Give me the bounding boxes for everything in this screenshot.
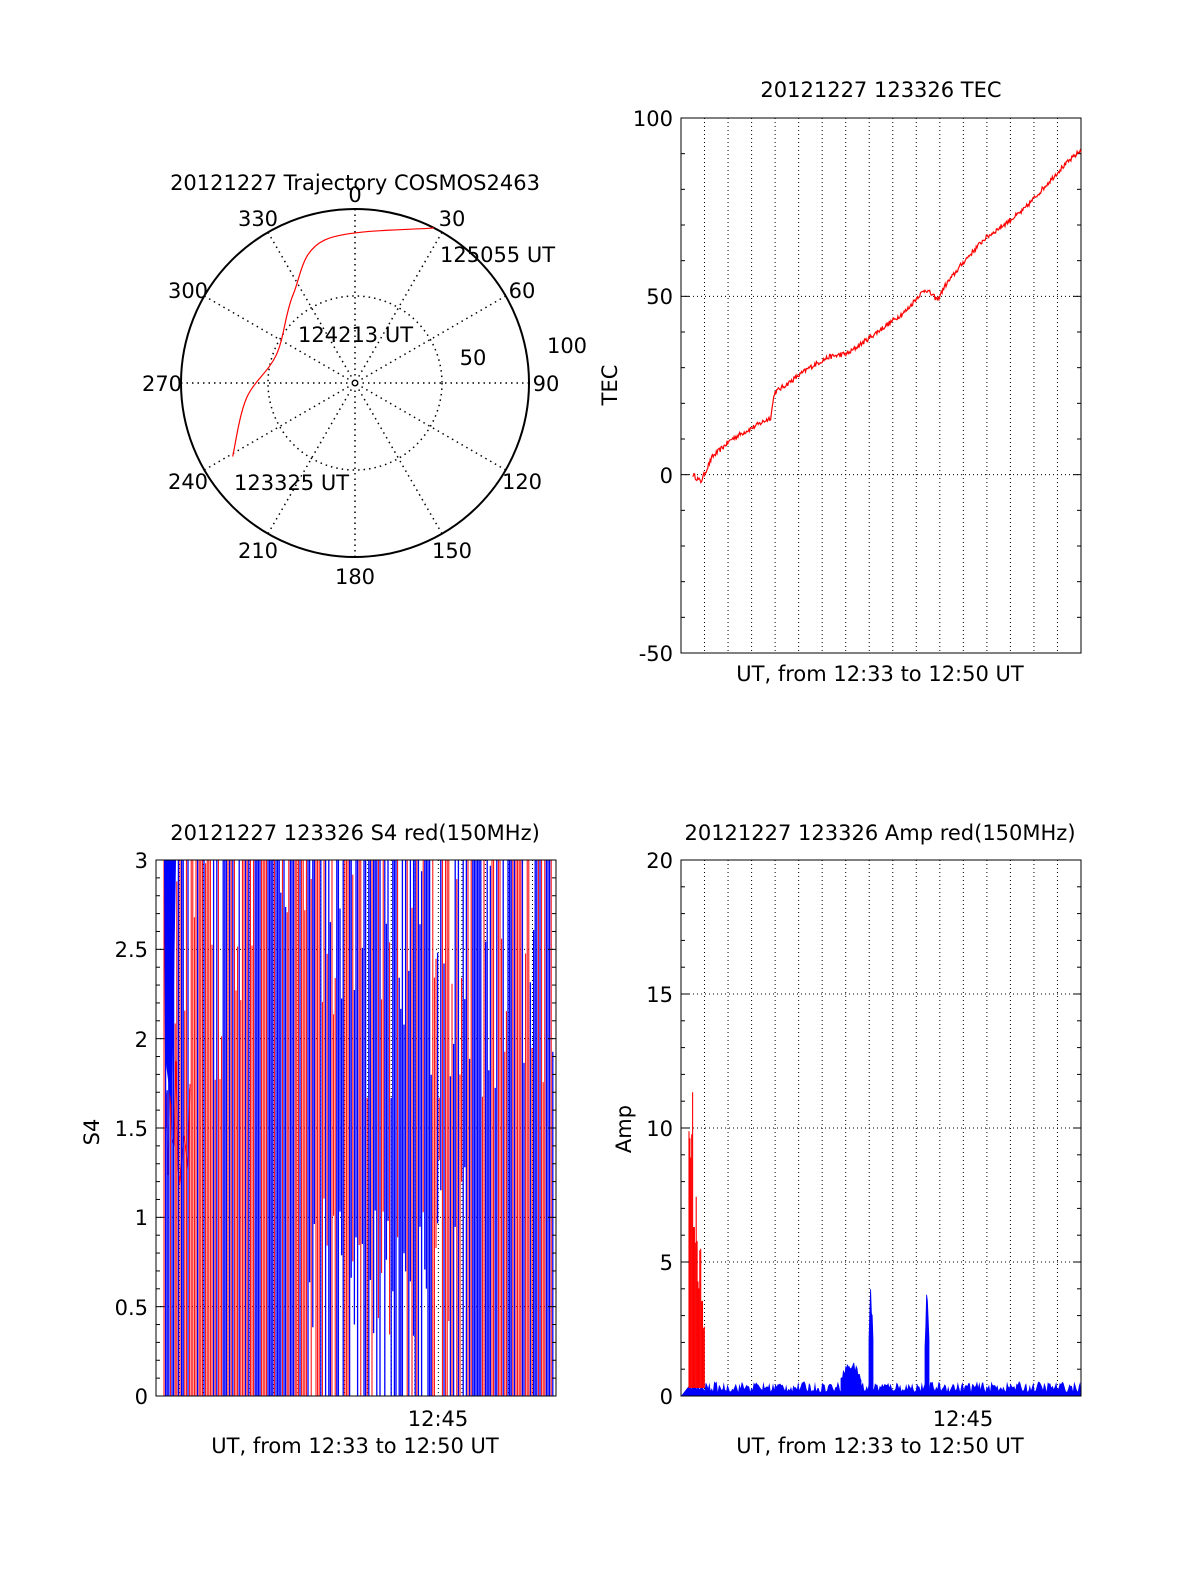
tec-ytick-50: 50 [646, 285, 673, 309]
amp-blue-burst-1 [868, 1289, 874, 1397]
amp-ylabel: Amp [612, 1105, 636, 1153]
polar-azimuth-label-60: 60 [509, 279, 536, 303]
tec-grid [681, 118, 1081, 653]
trajectory-start-label: 123325 UT [234, 471, 349, 495]
s4-ytick-2-5: 2.5 [115, 938, 148, 962]
polar-title: 20121227 Trajectory COSMOS2463 [170, 171, 540, 195]
tec-ylabel: TEC [598, 365, 622, 407]
s4-ytick-2: 2 [135, 1028, 148, 1052]
amp-blue-burst-0 [840, 1362, 862, 1397]
amp-ytick-15: 15 [646, 983, 673, 1007]
trajectory-mid-label: 124213 UT [298, 323, 413, 347]
polar-azimuth-label-210: 210 [238, 539, 278, 563]
tec-series-line [692, 148, 1082, 484]
s4-data [163, 860, 554, 1396]
tec-plot-frame [680, 117, 1082, 654]
polar-azimuth-labels: 0 30 60 90 120 150 180 210 240 270 300 330 [142, 183, 559, 589]
polar-azimuth-label-300: 300 [168, 279, 208, 303]
polar-azimuth-label-330: 330 [238, 207, 278, 231]
tec-ytick-minus50: -50 [639, 642, 673, 666]
polar-azimuth-label-150: 150 [432, 539, 472, 563]
polar-azimuth-label-90: 90 [533, 372, 560, 396]
s4-ytick-1-5: 1.5 [115, 1117, 148, 1141]
tec-ticks [681, 117, 1081, 654]
amp-ticks [681, 859, 1081, 1397]
s4-ylabel: S4 [80, 1119, 104, 1146]
amp-data [681, 1092, 1081, 1397]
amp-xtick-1245: 12:45 [933, 1407, 994, 1431]
trajectory-end-label: 125055 UT [440, 243, 555, 267]
amp-grid [681, 860, 1081, 1396]
tec-ytick-0: 0 [660, 464, 673, 488]
s4-ytick-0-5: 0.5 [115, 1296, 148, 1320]
polar-azimuth-label-270: 270 [142, 372, 182, 396]
polar-azimuth-label-30: 30 [439, 207, 466, 231]
amp-xlabel: UT, from 12:33 to 12:50 UT [736, 1434, 1024, 1458]
polar-azimuth-label-240: 240 [168, 470, 208, 494]
polar-inner-circle [267, 295, 443, 471]
s4-xlabel: UT, from 12:33 to 12:50 UT [211, 1434, 499, 1458]
s4-ytick-3: 3 [135, 849, 148, 873]
polar-panel: 20121227 Trajectory COSMOS2463 0 30 60 90 12… [142, 171, 587, 589]
polar-radial-label-50: 50 [460, 346, 487, 370]
amp-title: 20121227 123326 Amp red(150MHz) [684, 821, 1075, 845]
polar-azimuth-label-120: 120 [502, 470, 542, 494]
amp-ytick-5: 5 [660, 1251, 673, 1275]
amp-ytick-0: 0 [660, 1385, 673, 1409]
s4-blue-wedge [164, 860, 176, 1111]
polar-azimuth-label-0: 0 [348, 183, 361, 207]
s4-ytick-1: 1 [135, 1206, 148, 1230]
amp-panel: 20121227 123326 Amp red(150MHz) 20 15 10… [612, 821, 1082, 1458]
s4-panel: 20121227 123326 S4 red(150MHz) 3 2.5 2 1… [80, 821, 557, 1458]
tec-title: 20121227 123326 TEC [760, 78, 1001, 102]
amp-ytick-10: 10 [646, 1117, 673, 1141]
s4-ytick-0: 0 [135, 1385, 148, 1409]
polar-azimuth-label-180: 180 [335, 565, 375, 589]
s4-ticks [156, 859, 556, 1397]
polar-radial-label-100: 100 [547, 334, 587, 358]
amp-blue-burst-2 [924, 1294, 930, 1397]
amp-blue-baseline [681, 1381, 1081, 1396]
polar-trajectory-line [232, 227, 435, 457]
amp-ytick-20: 20 [646, 849, 673, 873]
s4-xtick-1245: 12:45 [408, 1407, 469, 1431]
tec-panel: 20121227 123326 TEC 100 50 0 -50 TEC UT,… [598, 78, 1082, 686]
tec-xlabel: UT, from 12:33 to 12:50 UT [736, 662, 1024, 686]
s4-title: 20121227 123326 S4 red(150MHz) [170, 821, 540, 845]
tec-ytick-100: 100 [633, 107, 673, 131]
